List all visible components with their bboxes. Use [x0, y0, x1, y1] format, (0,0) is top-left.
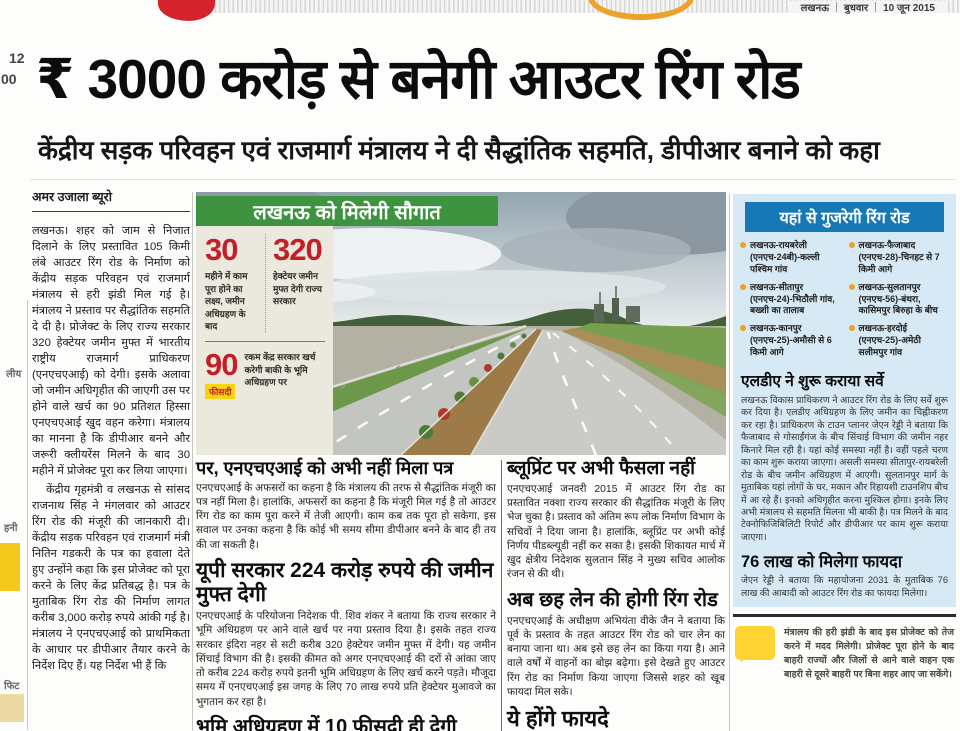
route-item: लखनऊ-सीतापुर (एनएच-24)-भिठौली गांव, बख्श…: [740, 282, 841, 318]
divider: [875, 2, 877, 12]
bullet-icon: [740, 325, 746, 332]
section-body: जेएन रेड्डी ने बताया कि महायोजना 2031 के…: [741, 575, 948, 598]
edge-fragment: फिट: [4, 681, 20, 692]
divider: [835, 2, 837, 12]
route-text: लखनऊ-हरदोई (एनएच-25)-अमेठी सलीमपुर गांव: [858, 323, 921, 357]
route-item: लखनऊ-कानपुर (एनएच-25)-अमौसी से 6 किमी आग…: [740, 323, 841, 359]
adjacent-column-yellow-block: [0, 543, 20, 591]
article-paragraph: लखनऊ। शहर को जाम से निजात दिलाने के लिए …: [32, 225, 191, 478]
divider: [192, 192, 193, 731]
divider: [27, 300, 28, 730]
stat-badge: फीसदी: [205, 383, 236, 399]
route-text: लखनऊ-सुलतानपुर (एनएच-56)-बंथरा, कासिमपुर…: [858, 281, 938, 316]
stat-label: रकम केंद्र सरकार खर्च करेगी बाकी के भूमि…: [244, 351, 316, 388]
section-body: एनएचएआई के परियोजना निदेशक पी. शिव शंकर …: [196, 611, 496, 708]
divider: [205, 340, 325, 342]
quote-text: मंत्रालय की हरी झंडी के बाद इस प्रोजेक्ट…: [784, 627, 954, 680]
stat-value: 30: [205, 232, 238, 267]
route-text: लखनऊ-फैजाबाद (एनएच-28)-चिनहट से 7 किमी आ…: [858, 240, 940, 274]
bullet-icon: [848, 325, 855, 332]
stat-label: महीने में काम पूरा होने का लक्ष्य, जमीन …: [205, 271, 248, 332]
routes-panel-title: यहां से गुजरेगी रिंग रोड: [745, 202, 944, 232]
divider: [733, 614, 956, 618]
speech-bubble-icon: [735, 626, 775, 664]
section-heading: ब्लूप्रिंट पर अभी फैसला नहीं: [507, 458, 696, 479]
bullet-icon: [848, 242, 855, 248]
photo-kicker-banner: लखनऊ को मिलेगी सौगात: [196, 196, 498, 226]
edge-fragment: लीय: [6, 369, 22, 380]
section-body: एनएचएआई के अफसरों का कहना है कि मंत्रालय…: [196, 482, 496, 551]
edition-date-strip: लखनऊ बुधवार 10 जून 2015: [789, 1, 946, 14]
divider: [30, 179, 956, 180]
divider: [729, 194, 730, 731]
lead-article-column: अमर उजाला ब्यूरो लखनऊ। शहर को जाम से निज…: [32, 188, 190, 674]
stat-label: हेक्टेयर जमीन मुफ्त देगी राज्य सरकार: [273, 271, 322, 307]
section-body: एनएचएआई के अधीक्षण अभियंता वीके जैन ने ब…: [507, 615, 725, 698]
stat-30-months: 30 महीने में काम पूरा होने का लक्ष्य, जम…: [205, 234, 265, 333]
sub-headline: केंद्रीय सड़क परिवहन एवं राजमार्ग मंत्रा…: [38, 135, 880, 165]
section-heading: पर, एनएचएआई को अभी नहीं मिला पत्र: [196, 458, 454, 478]
highway-photo: लखनऊ को मिलेगी सौगात 30 महीने में काम पू…: [196, 192, 726, 455]
route-item: लखनऊ-फैजाबाद (एनएच-28)-चिनहट से 7 किमी आ…: [848, 240, 950, 276]
section-heading: अब छह लेन की होगी रिंग रोड: [507, 588, 718, 611]
route-item: लखनऊ-हरदोई (एनएच-25)-अमेठी सलीमपुर गांव: [848, 323, 950, 359]
stat-320-hectare: 320 हेक्टेयर जमीन मुफ्त देगी राज्य सरकार: [265, 234, 325, 333]
edge-fragment: हनी: [4, 523, 18, 534]
bullet-icon: [740, 242, 746, 248]
section-heading: यूपी सरकार 224 करोड़ रुपये की जमीन मुफ्त…: [196, 558, 494, 607]
stat-value: 90: [205, 346, 238, 382]
edition-city: लखनऊ: [800, 3, 829, 14]
center-right-column: ब्लूप्रिंट पर अभी फैसला नहीं एनएचएआई जनव…: [507, 458, 725, 731]
bullet-icon: [848, 283, 855, 290]
section-body: एनएचएआई जनवरी 2015 में आउटर रिंग रोड का …: [507, 483, 725, 581]
route-text: लखनऊ-सीतापुर (एनएच-24)-भिठौली गांव, बख्श…: [750, 281, 835, 316]
route-item: लखनऊ-रायबरेली (एनएच-24बी)-कल्ली पश्चिम ग…: [740, 240, 841, 276]
section-heading: ये होंगे फायदे: [507, 706, 609, 731]
center-left-column: पर, एनएचएआई को अभी नहीं मिला पत्र एनएचएआ…: [196, 458, 496, 731]
byline: अमर उजाला ब्यूरो: [32, 188, 190, 212]
article-paragraph: केंद्रीय गृहमंत्री व लखनऊ से सांसद राजना…: [32, 483, 190, 672]
divider: [501, 460, 502, 731]
bullet-icon: [740, 283, 746, 290]
section-heading: 76 लाख को मिलेगा फायदा: [741, 553, 903, 572]
stats-panel: 30 महीने में काम पूरा होने का लक्ष्य, जम…: [196, 226, 333, 455]
section-heading: भूमि अधिग्रहण में 10 फीसदी ही देगी राज्य…: [196, 715, 457, 731]
edition-day: बुधवार: [843, 3, 869, 14]
edition-date: 10 जून 2015: [883, 3, 935, 14]
stat-90-percent: 90 फीसदी रकम केंद्र सरकार खर्च करेगी बाक…: [205, 349, 325, 400]
quote-block: मंत्रालय की हरी झंडी के बाद इस प्रोजेक्ट…: [733, 626, 956, 682]
section-heading: एलडीए ने शुरू कराया सर्वे: [741, 372, 884, 390]
edge-fragment: 00: [1, 71, 17, 87]
adjacent-column-beige-block: [0, 694, 24, 722]
amar-ujala-logo-fragment-icon: [158, 0, 215, 21]
main-headline: ₹ 3000 करोड़ से बनेगी आउटर रिंग रोड: [36, 48, 801, 110]
masthead-stripe-pattern: [210, 0, 960, 13]
stat-value: 320: [273, 232, 323, 267]
right-sidebar-column: यहां से गुजरेगी रिंग रोड लखनऊ-रायबरेली (…: [733, 194, 956, 682]
routes-panel: यहां से गुजरेगी रिंग रोड लखनऊ-रायबरेली (…: [733, 194, 956, 608]
masthead-circle-logo-icon: [586, 0, 702, 25]
section-body: लखनऊ विकास प्राधिकरण ने आउटर रिंग रोड के…: [741, 394, 948, 542]
route-text: लखनऊ-कानपुर (एनएच-25)-अमौसी से 6 किमी आग…: [750, 323, 832, 357]
route-text: लखनऊ-रायबरेली (एनएच-24बी)-कल्ली पश्चिम ग…: [750, 240, 820, 274]
edge-fragment: 12: [9, 50, 25, 66]
route-item: लखनऊ-सुलतानपुर (एनएच-56)-बंथरा, कासिमपुर…: [848, 281, 950, 318]
